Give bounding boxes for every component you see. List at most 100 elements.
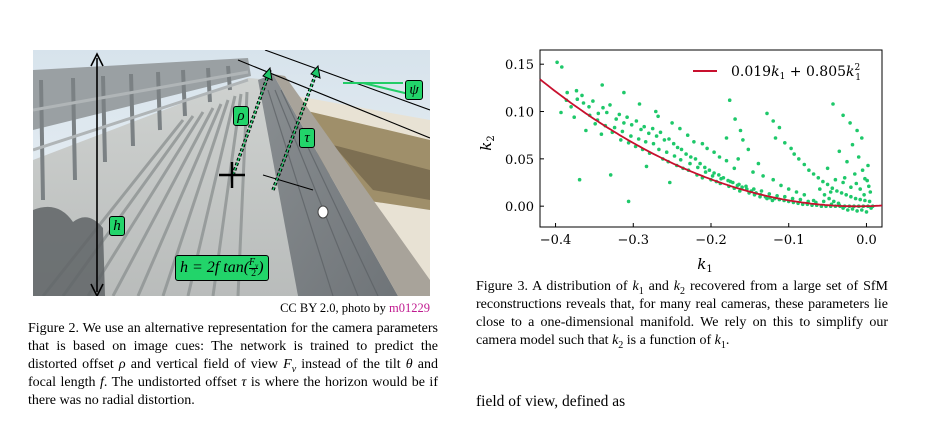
fit-curve — [539, 78, 883, 208]
data-point — [657, 147, 661, 152]
data-point — [752, 187, 756, 191]
data-point — [865, 178, 869, 183]
data-point — [647, 131, 651, 136]
credit-user-link[interactable]: m01229 — [389, 301, 430, 315]
data-point — [771, 119, 775, 123]
data-point — [724, 136, 729, 140]
data-point — [712, 150, 716, 154]
data-point — [593, 122, 597, 126]
formula-den: 2 — [251, 267, 257, 279]
data-point — [860, 168, 865, 172]
data-point — [643, 140, 648, 144]
data-point — [833, 177, 838, 182]
data-point — [759, 189, 764, 193]
data-point — [740, 185, 744, 189]
data-point — [765, 111, 769, 116]
data-point — [773, 136, 778, 140]
data-point — [837, 149, 842, 154]
data-point — [717, 173, 721, 177]
data-point — [644, 164, 649, 169]
data-point — [600, 83, 604, 87]
data-point — [698, 161, 702, 166]
data-point — [858, 197, 862, 202]
data-point — [798, 197, 803, 202]
data-point — [577, 177, 582, 182]
data-point — [656, 114, 660, 119]
k1-k2-scatter-chart: −0.4 −0.3 −0.2 −0.1 0.0 0.00 0.05 0.10 0.15 0.0… — [475, 48, 895, 278]
data-point — [685, 133, 690, 137]
x-ticks: −0.4 −0.3 −0.2 −0.1 0.0 — [540, 223, 877, 248]
data-point — [662, 138, 667, 142]
data-point — [737, 182, 741, 187]
data-point — [746, 147, 751, 152]
x-tick-label: −0.4 — [540, 233, 572, 248]
data-point — [866, 163, 870, 168]
data-point — [830, 186, 835, 190]
data-point — [569, 105, 573, 109]
data-point — [710, 174, 715, 178]
figure3-caption: Figure 3. A distribution of k1 and k2 re… — [476, 279, 888, 351]
data-point — [622, 90, 626, 95]
data-point — [744, 184, 748, 189]
data-point — [867, 184, 871, 189]
data-point — [849, 185, 853, 189]
formula-prefix: h = 2f tan( — [180, 259, 250, 276]
data-point — [693, 157, 698, 161]
data-point — [719, 176, 723, 181]
data-point — [839, 191, 844, 195]
data-point — [777, 125, 782, 130]
body-text: field of view, defined as — [476, 393, 626, 410]
x-tick-label: 0.0 — [856, 233, 877, 248]
data-point — [625, 115, 629, 119]
data-point — [821, 199, 826, 204]
data-point — [668, 180, 672, 185]
data-point — [853, 196, 858, 201]
data-point — [559, 110, 563, 115]
data-point — [794, 190, 799, 194]
label-rho-text: ρ — [237, 108, 245, 124]
data-point — [867, 199, 872, 204]
y-tick-label: 0.00 — [505, 200, 534, 215]
label-h: h — [109, 216, 125, 236]
data-point — [696, 165, 700, 170]
label-rho: ρ — [233, 106, 249, 126]
data-point — [670, 121, 674, 125]
data-point — [689, 155, 693, 159]
data-point — [684, 152, 688, 156]
data-point — [758, 194, 762, 199]
data-point — [841, 113, 845, 118]
data-point — [841, 180, 845, 185]
label-psi-text: ψ — [409, 82, 419, 98]
data-point — [575, 97, 580, 101]
data-point — [860, 136, 864, 140]
data-point — [802, 193, 807, 197]
label-formula: h = 2f tan(Fv 2) — [175, 255, 269, 281]
data-point — [700, 141, 705, 146]
data-point — [790, 196, 795, 201]
data-point — [825, 182, 830, 187]
data-point — [733, 117, 737, 121]
data-point — [825, 166, 830, 171]
data-point — [771, 177, 775, 182]
data-point — [846, 208, 850, 212]
data-point — [841, 206, 845, 210]
data-point — [617, 112, 622, 117]
data-point — [832, 199, 836, 204]
data-point — [756, 161, 761, 166]
data-point — [678, 158, 683, 162]
data-point — [591, 99, 595, 103]
label-tau-text: τ — [304, 130, 310, 146]
data-point — [850, 142, 855, 147]
figure2-caption: Figure 2. We use an alternative represen… — [28, 321, 439, 408]
data-point — [858, 187, 862, 191]
data-point — [560, 65, 564, 69]
data-point — [751, 170, 755, 174]
label-tau: τ — [299, 128, 315, 148]
data-point — [679, 147, 684, 152]
data-point — [642, 124, 646, 129]
data-point — [850, 207, 855, 211]
data-point — [692, 140, 696, 144]
data-point — [732, 166, 737, 171]
data-point — [786, 187, 791, 191]
data-point — [639, 127, 643, 132]
